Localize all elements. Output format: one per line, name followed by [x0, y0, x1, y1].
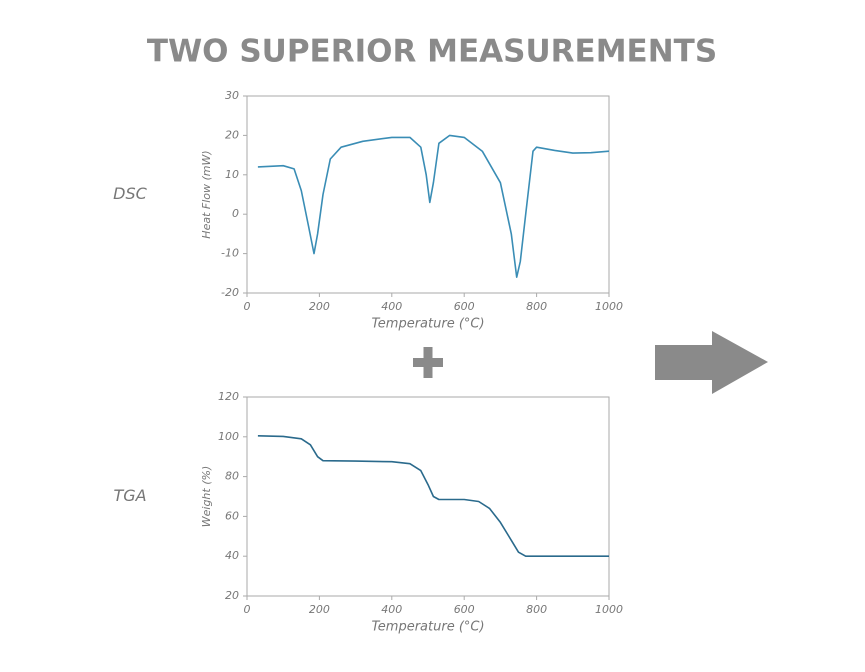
plus-icon — [413, 347, 443, 378]
y-tick-label: -20 — [221, 286, 239, 299]
arrow-icon — [655, 331, 768, 394]
y-tick-label: 30 — [225, 89, 239, 102]
slide-title: TWO SUPERIOR MEASUREMENTS — [147, 34, 717, 70]
chart-label: DSC — [113, 184, 147, 203]
x-tick-label: 400 — [381, 300, 402, 313]
x-tick-label: 0 — [244, 603, 251, 616]
x-tick-label: 1000 — [595, 603, 623, 616]
x-axis-label: Temperature (°C) — [371, 620, 484, 635]
x-tick-label: 800 — [526, 603, 547, 616]
data-line — [257, 435, 609, 557]
y-tick-label: 80 — [225, 470, 239, 483]
y-axis-label: Weight (%) — [200, 466, 213, 528]
y-tick-label: 40 — [225, 549, 239, 562]
y-tick-label: -10 — [221, 247, 239, 260]
plot-frame — [246, 396, 610, 597]
x-tick-label: 600 — [454, 603, 475, 616]
y-tick-label: 100 — [218, 430, 239, 443]
x-tick-label: 200 — [309, 300, 330, 313]
x-tick-label: 0 — [244, 300, 251, 313]
x-tick-label: 800 — [526, 300, 547, 313]
data-line — [257, 134, 610, 278]
y-tick-label: 120 — [218, 390, 239, 403]
y-axis-label: Heat Flow (mW) — [200, 150, 213, 238]
plot-frame — [246, 95, 610, 294]
y-tick-label: 20 — [225, 589, 239, 602]
x-tick-label: 400 — [381, 603, 402, 616]
x-tick-label: 200 — [309, 603, 330, 616]
y-tick-label: 10 — [225, 168, 239, 181]
y-tick-label: 60 — [225, 509, 239, 522]
x-tick-label: 600 — [454, 300, 475, 313]
x-tick-label: 1000 — [595, 300, 623, 313]
y-tick-label: 20 — [225, 128, 239, 141]
y-tick-label: 0 — [232, 207, 239, 220]
chart-label: TGA — [113, 486, 146, 505]
x-axis-label: Temperature (°C) — [371, 317, 484, 332]
